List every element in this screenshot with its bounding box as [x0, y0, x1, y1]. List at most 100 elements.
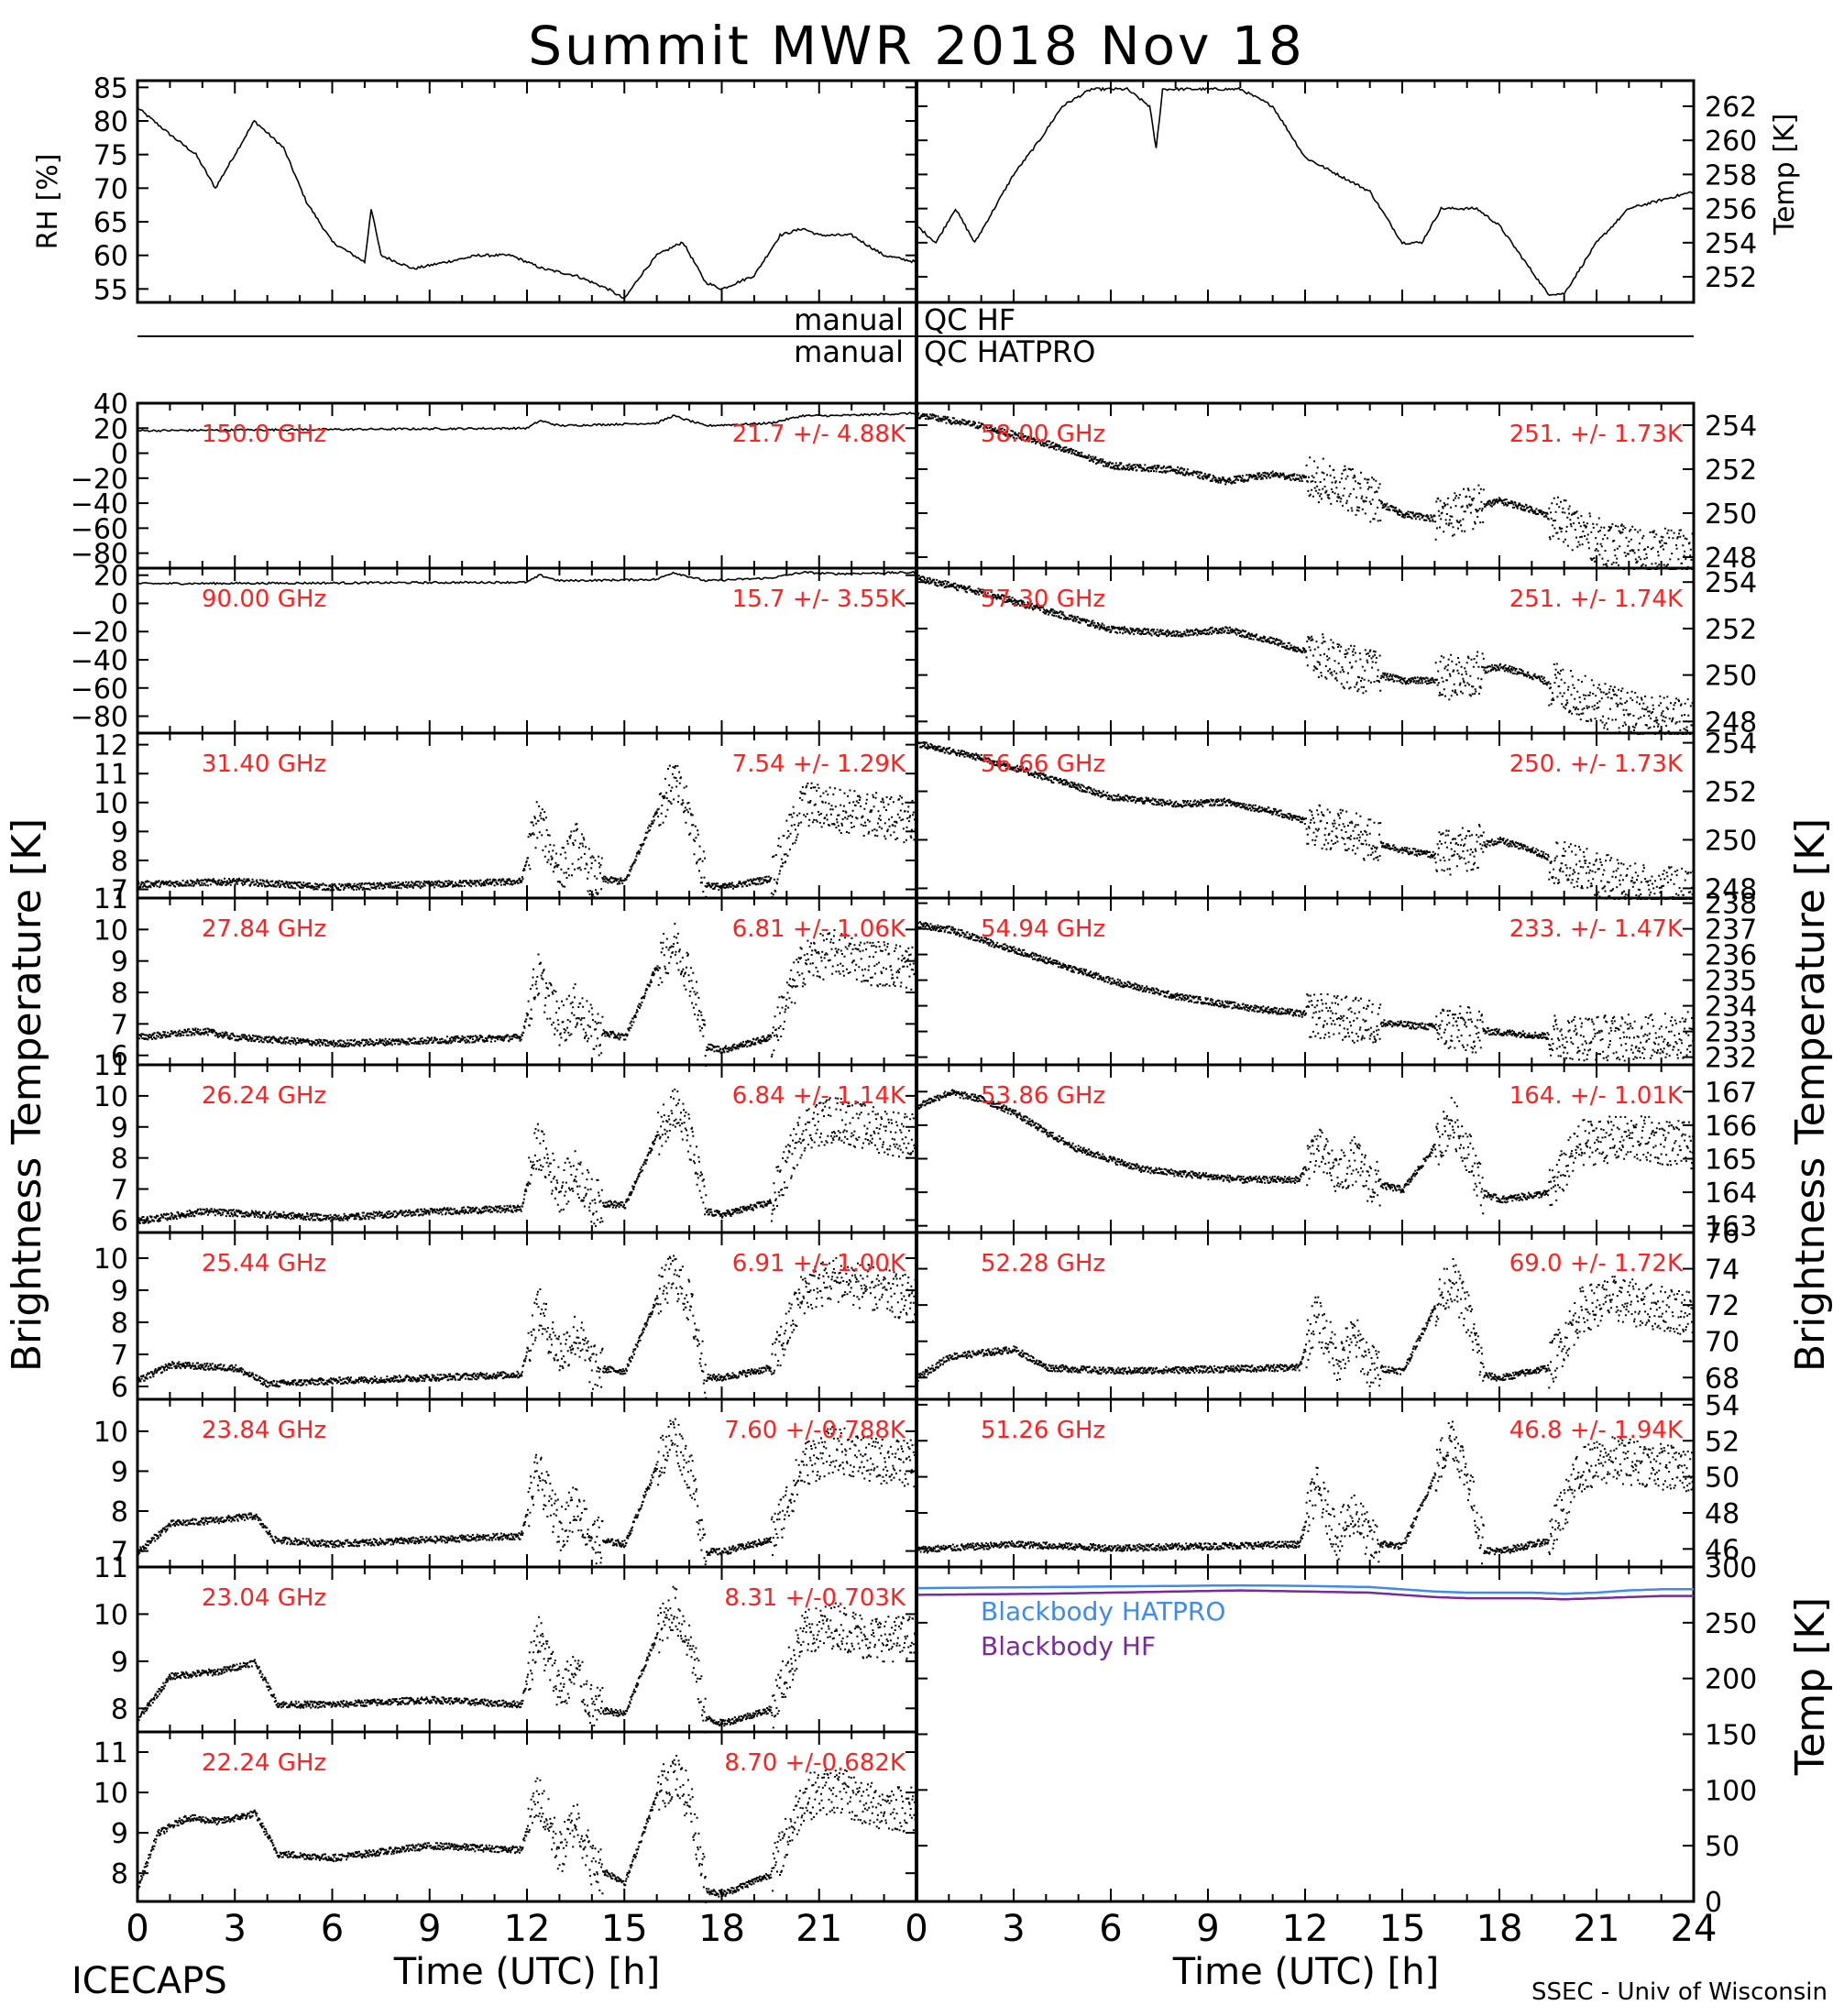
- x-axis-right: 0 3 6 9 12 15 18 21 24: [905, 1908, 1717, 1950]
- stats-label: 15.7 +/- 3.55K: [732, 586, 906, 613]
- x-tick-label: 6: [321, 1908, 344, 1950]
- y-tick-label: −40: [71, 645, 128, 677]
- stats-label: 7.54 +/- 1.29K: [732, 751, 906, 778]
- y-tick-label: 60: [93, 241, 128, 273]
- y-tick-label: 237: [1705, 915, 1757, 947]
- y-tick-label: 8: [111, 1144, 128, 1176]
- y-tick-label: 250: [1705, 1608, 1757, 1640]
- y-tick-label: 11: [93, 1552, 128, 1584]
- y-tick-label: 238: [1705, 889, 1757, 921]
- y-tick-label: 7: [111, 1009, 128, 1041]
- x-tick-label: 0: [905, 1908, 927, 1950]
- y-tick-label: 9: [111, 1818, 128, 1850]
- x-tick-label: 18: [1476, 1908, 1523, 1950]
- y-tick-label: 74: [1705, 1255, 1740, 1287]
- y-tick-label: 248: [1705, 873, 1757, 905]
- x-axis-label-right: Time (UTC) [h]: [1172, 1951, 1439, 1993]
- frequency-label: 90.00 GHz: [202, 586, 326, 613]
- y-tick-label: 252: [1705, 614, 1757, 646]
- data-points: [137, 1755, 918, 1903]
- y-tick-label: 6: [111, 1041, 128, 1073]
- y-tick-label: 12: [93, 730, 128, 762]
- y-tick-label: 9: [111, 816, 128, 849]
- frequency-label: 31.40 GHz: [202, 751, 326, 778]
- legend-label-1: Blackbody HF: [981, 1631, 1156, 1661]
- frequency-label: 51.26 GHz: [981, 1417, 1105, 1444]
- panel-channel-3: 200−20−40−60−80 90.00 GHz 15.7 +/- 3.55K: [71, 561, 918, 735]
- y-tick-label: 6: [111, 1372, 128, 1404]
- frequency-label: 58.00 GHz: [981, 421, 1105, 448]
- y-tick-label: 9: [111, 1647, 128, 1679]
- y-tick-label: 7: [111, 1537, 128, 1569]
- data-line: [137, 106, 917, 300]
- y-tick-label: 7: [111, 1175, 128, 1207]
- qc-hf-manual-label: manual: [794, 302, 904, 337]
- frequency-label: 26.24 GHz: [202, 1082, 326, 1110]
- qc-hatpro-manual-label: manual: [794, 334, 904, 369]
- y-tick-label: 9: [111, 1456, 128, 1488]
- series-line-1: [916, 1589, 1694, 1601]
- y-tick-label: 75: [93, 140, 128, 172]
- x-tick-label: 9: [1196, 1908, 1219, 1950]
- x-axis-label-left: Time (UTC) [h]: [393, 1951, 660, 1993]
- stats-label: 21.7 +/- 4.88K: [732, 421, 906, 448]
- brightness-temperature-label-left: Brightness Temperature [K]: [4, 818, 50, 1372]
- x-tick-label: 3: [1002, 1908, 1025, 1950]
- y-tick-label: 150: [1705, 1720, 1757, 1752]
- x-tick-label: 15: [1379, 1908, 1426, 1950]
- y-tick-label: 8: [111, 1858, 128, 1890]
- y-tick-label: 0: [111, 439, 128, 471]
- frequency-label: 25.44 GHz: [202, 1250, 326, 1277]
- y-tick-label: 250: [1705, 499, 1757, 531]
- y-tick-label: 8: [111, 978, 128, 1010]
- x-tick-label: 24: [1671, 1908, 1718, 1950]
- stats-label: 8.31 +/-0.703K: [724, 1584, 906, 1612]
- y-tick-label: 234: [1705, 992, 1757, 1024]
- y-tick-label: 48: [1705, 1498, 1740, 1530]
- y-tick-label: 252: [1705, 455, 1757, 487]
- data-line: [137, 411, 917, 433]
- y-tick-label: 80: [93, 106, 128, 138]
- y-tick-label: 7: [111, 875, 128, 907]
- stats-label: 233. +/- 1.47K: [1509, 915, 1684, 943]
- y-tick-label: 8: [111, 1496, 128, 1528]
- stats-label: 6.84 +/- 1.14K: [732, 1082, 906, 1110]
- frequency-label: 23.84 GHz: [202, 1417, 326, 1444]
- temp-axis-label-bottom: Temp [K]: [1787, 1597, 1833, 1776]
- frequency-label: 23.04 GHz: [202, 1584, 326, 1612]
- y-tick-label: 8: [111, 1308, 128, 1340]
- y-tick-label: 252: [1705, 262, 1757, 294]
- y-tick-label: 9: [111, 1112, 128, 1145]
- stats-label: 8.70 +/-0.682K: [724, 1749, 906, 1777]
- y-tick-label: −20: [71, 617, 128, 649]
- y-tick-label: 50: [1705, 1831, 1740, 1863]
- y-tick-label: 11: [93, 759, 128, 791]
- series-line-0: [916, 1583, 1694, 1595]
- y-tick-label: 260: [1705, 126, 1757, 158]
- x-tick-label: 6: [1099, 1908, 1122, 1950]
- qc-section: manual QC HF manual QC HATPRO: [137, 302, 1694, 369]
- x-tick-label: 15: [601, 1908, 648, 1950]
- data-points: [916, 412, 1696, 570]
- data-line: [137, 570, 917, 586]
- brightness-temperature-label-right: Brightness Temperature [K]: [1787, 818, 1833, 1372]
- y-tick-label: 236: [1705, 940, 1757, 972]
- y-tick-label: 232: [1705, 1043, 1757, 1075]
- x-tick-label: 12: [504, 1908, 551, 1950]
- data-line: [916, 86, 1695, 296]
- y-tick-label: 70: [1705, 1327, 1740, 1359]
- figure-title: Summit MWR 2018 Nov 18: [528, 15, 1304, 77]
- y-tick-label: 250: [1705, 661, 1757, 693]
- stats-label: 164. +/- 1.01K: [1509, 1082, 1684, 1110]
- y-tick-label: 10: [93, 1081, 128, 1113]
- y-tick-label: 8: [111, 1693, 128, 1726]
- y-tick-label: 248: [1705, 707, 1757, 739]
- qc-hf-label: QC HF: [924, 302, 1015, 337]
- y-tick-label: 6: [111, 1205, 128, 1237]
- y-tick-label: −80: [71, 702, 128, 734]
- y-tick-label: 252: [1705, 777, 1757, 809]
- y-tick-label: −80: [71, 539, 128, 571]
